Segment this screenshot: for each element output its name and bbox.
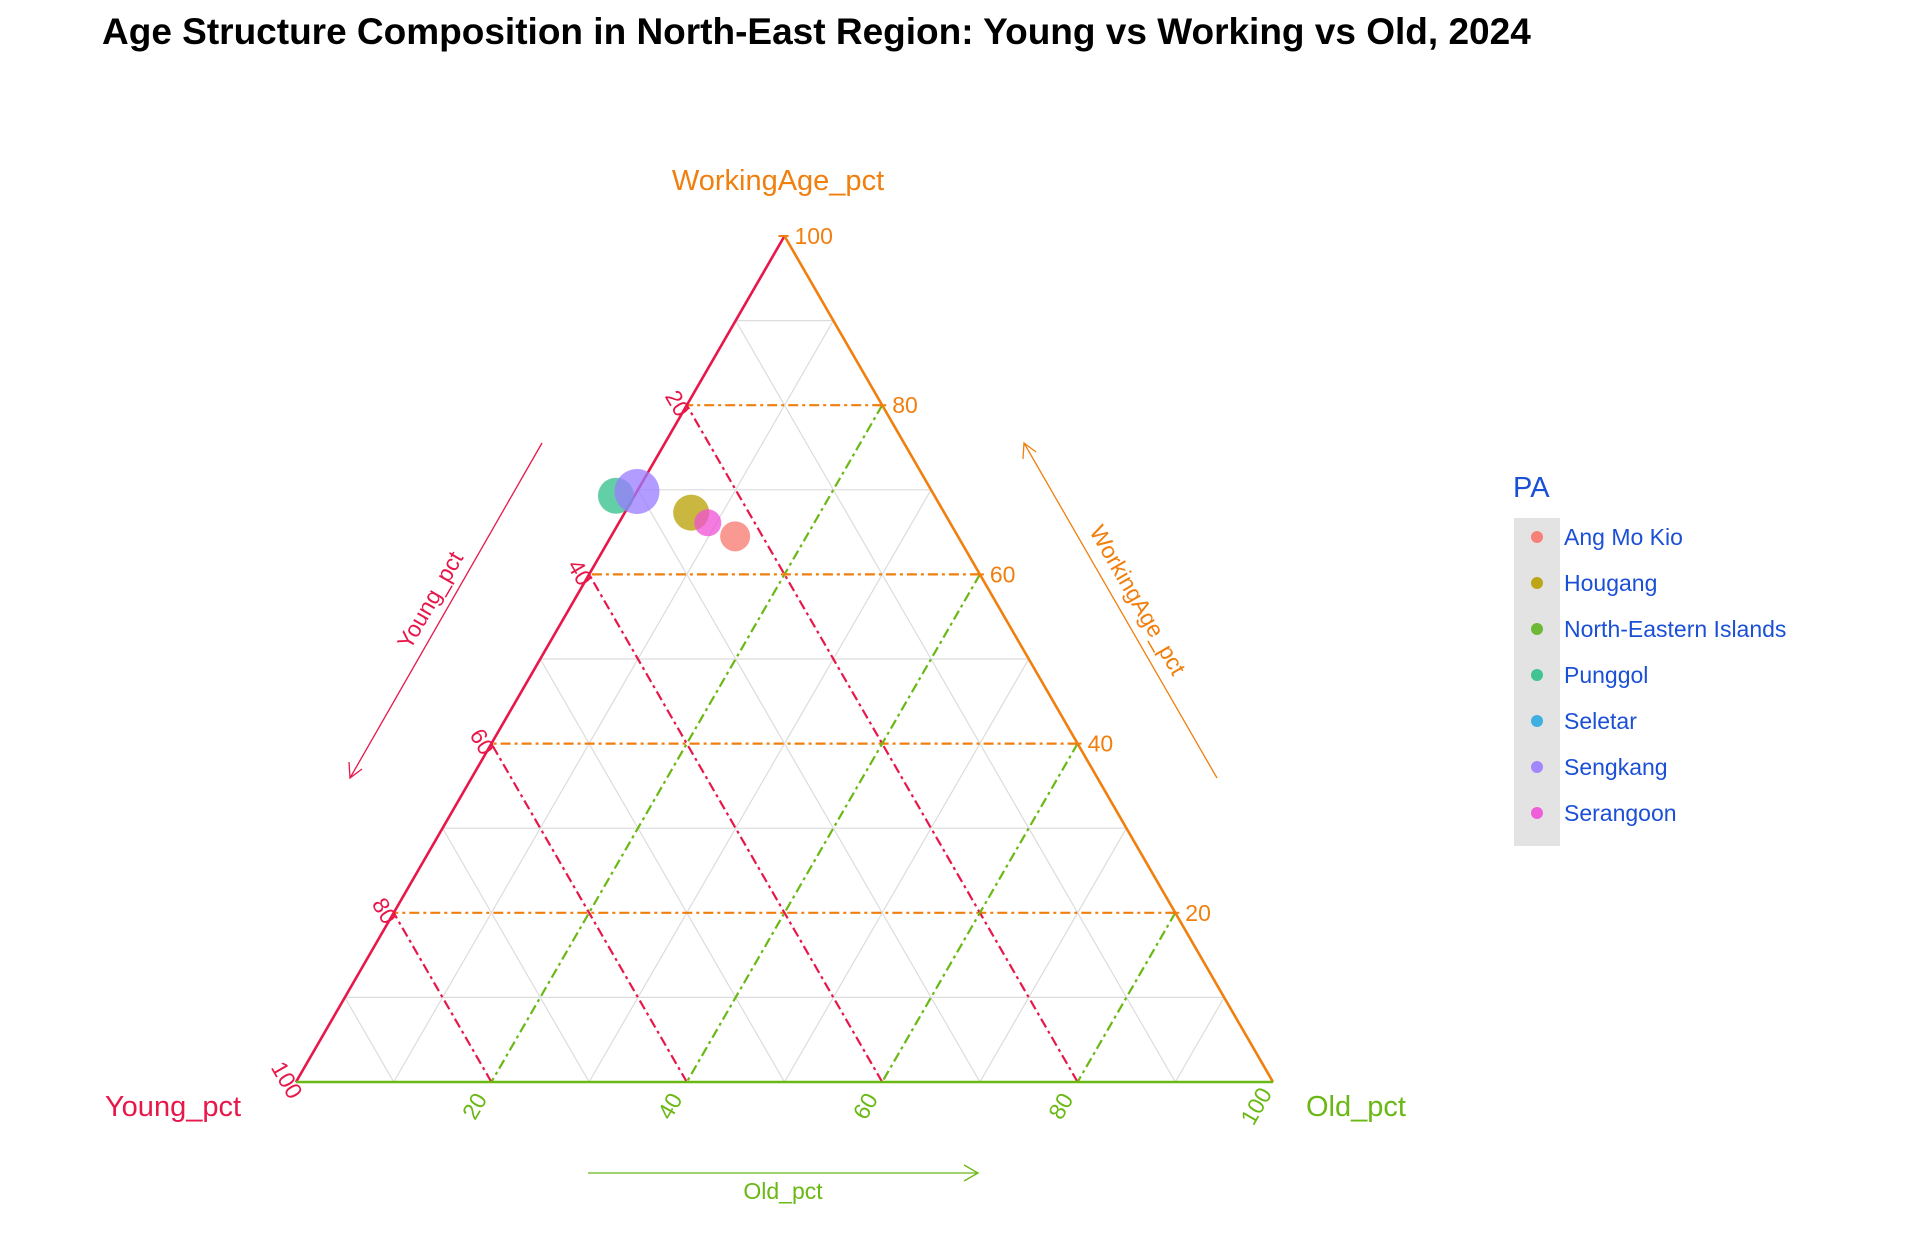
minor-grid-line xyxy=(588,489,932,1083)
major-grid-young xyxy=(490,743,688,1083)
tick-label-old: 40 xyxy=(652,1088,687,1123)
legend-label: Serangoon xyxy=(1564,800,1677,826)
tick-label-old: 60 xyxy=(848,1088,883,1123)
triangle-edges xyxy=(294,235,1275,1084)
major-grid-old xyxy=(1076,912,1177,1083)
minor-grid-line xyxy=(393,320,834,1083)
minor-grid-line xyxy=(442,827,590,1083)
minor-grid-line xyxy=(735,320,1176,1083)
legend-marker xyxy=(1531,761,1543,773)
bottom-axis-arrow: Old_pct xyxy=(588,1164,980,1204)
edge-young xyxy=(294,235,786,1083)
tick-label-working: 40 xyxy=(1088,731,1114,757)
data-point xyxy=(720,521,751,552)
major-grid xyxy=(392,404,1177,1083)
top-axis-title: WorkingAge_pct xyxy=(672,165,884,197)
right-axis-arrow: WorkingAge_pct xyxy=(1022,441,1218,779)
legend-label: Seletar xyxy=(1564,708,1637,734)
legend-key-background xyxy=(1514,518,1560,846)
legend-marker xyxy=(1531,807,1543,819)
legend-label: North-Eastern Islands xyxy=(1564,616,1786,642)
major-grid-young xyxy=(685,404,1079,1083)
major-grid-young xyxy=(392,912,493,1083)
legend: PA Ang Mo Kio Hougang North-Eastern Island… xyxy=(1513,472,1786,846)
tick-labels: 20 20 20 40 40 40 60 60 60 80 80 80 100 100 100 xyxy=(266,223,1277,1129)
legend-title: PA xyxy=(1513,472,1550,504)
chart-title: Age Structure Composition in North-East … xyxy=(102,11,1531,52)
legend-label: Punggol xyxy=(1564,662,1648,688)
tick-label-old: 20 xyxy=(457,1088,492,1123)
tick-label-working: 20 xyxy=(1185,900,1211,926)
legend-label: Sengkang xyxy=(1564,754,1668,780)
legend-label: Ang Mo Kio xyxy=(1564,524,1683,550)
edge-working xyxy=(783,235,1275,1083)
bottom-axis-arrow-label: Old_pct xyxy=(743,1178,823,1204)
tick-label-old: 80 xyxy=(1043,1088,1078,1123)
right-axis-arrow-label: WorkingAge_pct xyxy=(1085,521,1192,680)
legend-marker xyxy=(1531,577,1543,589)
minor-grid-line xyxy=(783,658,1030,1083)
major-grid-old xyxy=(881,743,1079,1083)
minor-grid-line xyxy=(539,658,786,1083)
right-axis-title: Old_pct xyxy=(1306,1091,1406,1123)
minor-grid-line xyxy=(1174,997,1225,1083)
data-point xyxy=(614,468,660,514)
tick-label-young: 100 xyxy=(266,1057,308,1103)
data-points xyxy=(597,468,751,552)
tick-label-young: 80 xyxy=(367,893,402,928)
legend-marker xyxy=(1531,669,1543,681)
legend-marker xyxy=(1531,715,1543,727)
left-axis-arrow: Young_pct xyxy=(348,442,543,780)
minor-grid-line xyxy=(344,997,395,1083)
major-grid-young xyxy=(588,573,884,1083)
minor-grid-line xyxy=(979,827,1127,1083)
left-axis-title: Young_pct xyxy=(105,1091,241,1123)
tick-label-young: 20 xyxy=(660,386,695,421)
legend-label: Hougang xyxy=(1564,570,1657,596)
data-point xyxy=(694,509,722,537)
minor-grid-line xyxy=(637,489,981,1083)
major-grid-old xyxy=(685,573,981,1083)
minor-grid xyxy=(344,320,1225,1083)
tick-label-young: 40 xyxy=(562,555,597,590)
tick-label-working: 100 xyxy=(795,223,833,249)
legend-marker xyxy=(1531,531,1543,543)
tick-label-old: 100 xyxy=(1235,1083,1277,1129)
legend-marker xyxy=(1531,623,1543,635)
tick-label-young: 60 xyxy=(465,724,500,759)
major-grid-old xyxy=(490,404,884,1083)
tick-label-working: 80 xyxy=(892,392,918,418)
tick-label-working: 60 xyxy=(990,561,1016,587)
